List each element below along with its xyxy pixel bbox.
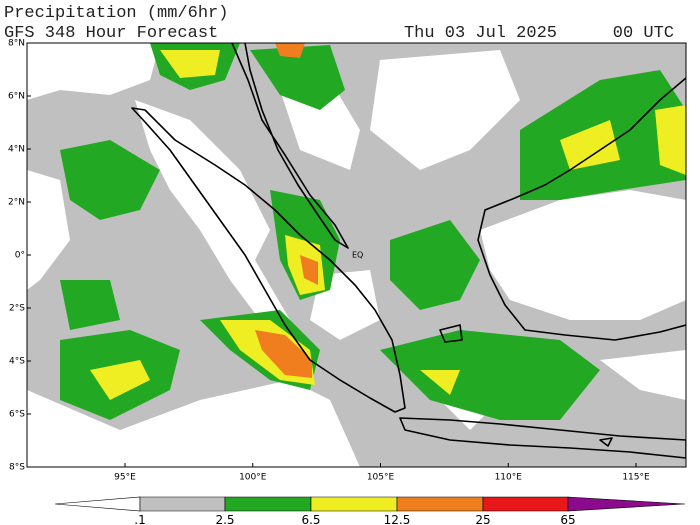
lon-label: 105°E	[367, 473, 395, 483]
colorbar-segment	[224, 496, 312, 512]
lat-label: 6°N	[8, 92, 25, 102]
lat-label: 2°S	[9, 304, 25, 314]
forecast-date: Thu 03 Jul 2025	[404, 24, 557, 43]
lon-label: 115°E	[622, 473, 650, 483]
lat-label: 6°S	[9, 410, 25, 420]
lat-label: 8°S	[9, 463, 25, 473]
colorbar-label: 12.5	[384, 513, 411, 525]
coastlines	[131, 43, 686, 459]
lat-label: 8°N	[8, 39, 25, 49]
colorbar-label: 25	[475, 513, 490, 525]
colorbar-label: 6.5	[301, 513, 320, 525]
map-field	[27, 43, 686, 467]
very-heavy-precip	[255, 43, 318, 378]
lat-label: 4°N	[8, 145, 25, 155]
equator-label: EQ	[352, 251, 363, 260]
colorbar-segment	[396, 496, 484, 512]
colorbar-segment	[482, 496, 569, 512]
forecast-time: 00 UTC	[613, 24, 674, 43]
lat-label: 4°S	[9, 357, 25, 367]
colorbar-label: .1	[134, 513, 145, 525]
colorbar-label: 65	[560, 513, 575, 525]
title: Precipitation (mm/6hr)	[4, 4, 228, 23]
colorbar-segment	[310, 496, 398, 512]
colorbar-label: 2.5	[215, 513, 234, 525]
lat-label: 0°	[15, 251, 25, 261]
subtitle: GFS 348 Hour Forecast	[4, 24, 218, 43]
lat-label: 2°N	[8, 198, 25, 208]
colorbar-segment	[139, 496, 226, 512]
lon-label: 110°E	[495, 473, 523, 483]
colorbar-segment	[567, 496, 686, 512]
lon-label: 100°E	[239, 473, 267, 483]
lon-label: 95°E	[114, 473, 136, 483]
colorbar-segment	[54, 496, 141, 512]
